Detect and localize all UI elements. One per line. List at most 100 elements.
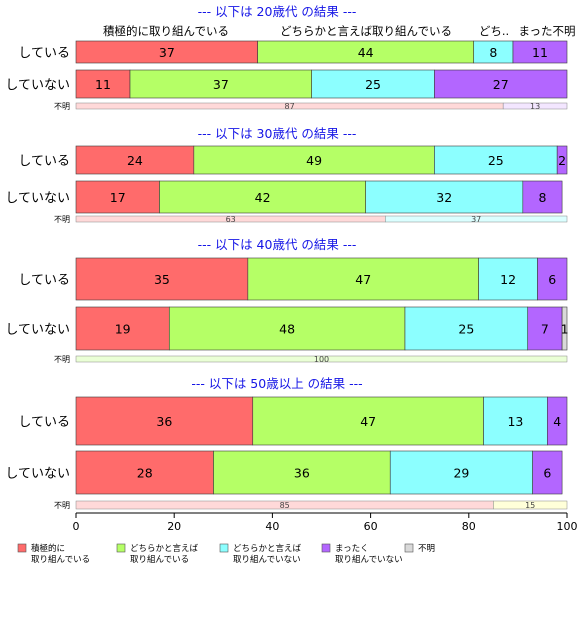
legend-swatch [116, 543, 126, 553]
bar-value-label: 49 [306, 153, 322, 168]
bar-segment [75, 145, 195, 175]
unknown-value-label: 87 [284, 102, 294, 111]
bar-segment [193, 145, 435, 175]
legend-label: まったく [335, 544, 369, 554]
bar-segment [556, 145, 568, 175]
bar-value-label: 25 [488, 153, 504, 168]
panel-title: --- 以下は 30歳代 の結果 --- [198, 126, 357, 141]
bar-segment [527, 306, 563, 351]
bar-segment [75, 450, 214, 495]
bar-segment [129, 69, 312, 99]
bar-segment [478, 257, 538, 301]
unknown-segment [385, 215, 568, 223]
bar-value-label: 48 [279, 322, 295, 337]
unknown-value-label: 37 [471, 215, 481, 224]
legend-label: 積極的に [31, 543, 65, 554]
x-tick-label: 20 [167, 520, 181, 533]
bar-segment [547, 396, 568, 446]
unknown-value-label: 13 [530, 102, 540, 111]
column-header: まった不明 [518, 24, 575, 38]
unknown-label: 不明 [54, 355, 70, 364]
bar-value-label: 47 [360, 414, 376, 429]
legend-label: どちらかと言えば [130, 543, 199, 554]
bar-value-label: 11 [95, 77, 111, 92]
unknown-segment [502, 102, 568, 110]
legend-label: 取り組んでいない [335, 554, 403, 565]
bar-value-label: 12 [500, 272, 516, 287]
bar-segment [247, 257, 479, 301]
column-header: 積極的に取り組んでいる [103, 24, 229, 38]
bar-value-label: 13 [507, 414, 523, 429]
unknown-value-label: 63 [226, 215, 236, 224]
bar-segment [75, 69, 131, 99]
bar-value-label: 47 [355, 272, 371, 287]
legend-swatch [219, 543, 229, 553]
bar-value-label: 11 [532, 45, 548, 60]
bar-segment [483, 396, 548, 446]
legend-label: 取り組んでいる [130, 554, 189, 565]
x-tick-label: 100 [557, 520, 578, 533]
row-label: している [18, 46, 70, 61]
x-tick-label: 0 [73, 520, 80, 533]
column-header: どち.. [479, 24, 509, 38]
legend-label: 取り組んでいない [233, 554, 301, 565]
bar-value-label: 24 [127, 153, 143, 168]
row-label: していない [5, 467, 70, 482]
bar-segment [252, 396, 484, 446]
bar-value-label: 17 [110, 190, 126, 205]
row-label: している [18, 415, 70, 430]
bar-value-label: 28 [137, 466, 153, 481]
row-label: している [18, 273, 70, 288]
bar-value-label: 29 [453, 466, 469, 481]
x-tick-label: 80 [462, 520, 476, 533]
x-tick-label: 40 [265, 520, 279, 533]
bar-segment [159, 180, 366, 214]
legend-label: 不明 [418, 544, 435, 554]
legend-label: 取り組んでいる [31, 554, 90, 565]
unknown-segment [75, 355, 568, 363]
legend-swatch [321, 543, 331, 553]
bar-value-label: 35 [154, 272, 170, 287]
bar-value-label: 25 [365, 77, 381, 92]
bar-value-label: 42 [255, 190, 271, 205]
bar-value-label: 7 [541, 322, 549, 337]
legend-label: どちらかと言えば [233, 543, 302, 554]
bar-value-label: 1 [561, 322, 569, 337]
bar-value-label: 36 [294, 466, 310, 481]
legend-swatch [17, 543, 27, 553]
bar-segment [434, 69, 568, 99]
legend-swatch [404, 543, 414, 553]
bar-value-label: 37 [159, 45, 175, 60]
bar-value-label: 36 [156, 414, 172, 429]
unknown-value-label: 15 [525, 501, 535, 510]
unknown-segment [493, 500, 568, 510]
bar-value-label: 8 [489, 45, 497, 60]
bar-value-label: 44 [358, 45, 374, 60]
bar-value-label: 27 [493, 77, 509, 92]
bar-segment [75, 257, 249, 301]
bar-value-label: 6 [548, 272, 556, 287]
unknown-value-label: 85 [280, 501, 290, 510]
bar-value-label: 25 [458, 322, 474, 337]
bar-value-label: 32 [436, 190, 452, 205]
bar-segment [512, 40, 568, 64]
bar-segment [75, 306, 170, 351]
bar-value-label: 37 [213, 77, 229, 92]
unknown-label: 不明 [54, 215, 70, 224]
bar-segment [389, 450, 533, 495]
row-label: している [18, 154, 70, 169]
bar-segment [168, 306, 406, 351]
bar-segment [561, 306, 568, 351]
panel-title: --- 以下は 20歳代 の結果 --- [198, 4, 357, 19]
panel-title: --- 以下は 50歳以上 の結果 --- [191, 376, 362, 391]
bar-segment [404, 306, 529, 351]
row-label: していない [5, 191, 70, 206]
row-label: していない [5, 323, 70, 338]
bar-segment [75, 180, 160, 214]
bar-segment [213, 450, 391, 495]
bar-value-label: 19 [115, 322, 131, 337]
unknown-label: 不明 [54, 102, 70, 111]
bar-segment [311, 69, 435, 99]
row-label: していない [5, 78, 70, 93]
